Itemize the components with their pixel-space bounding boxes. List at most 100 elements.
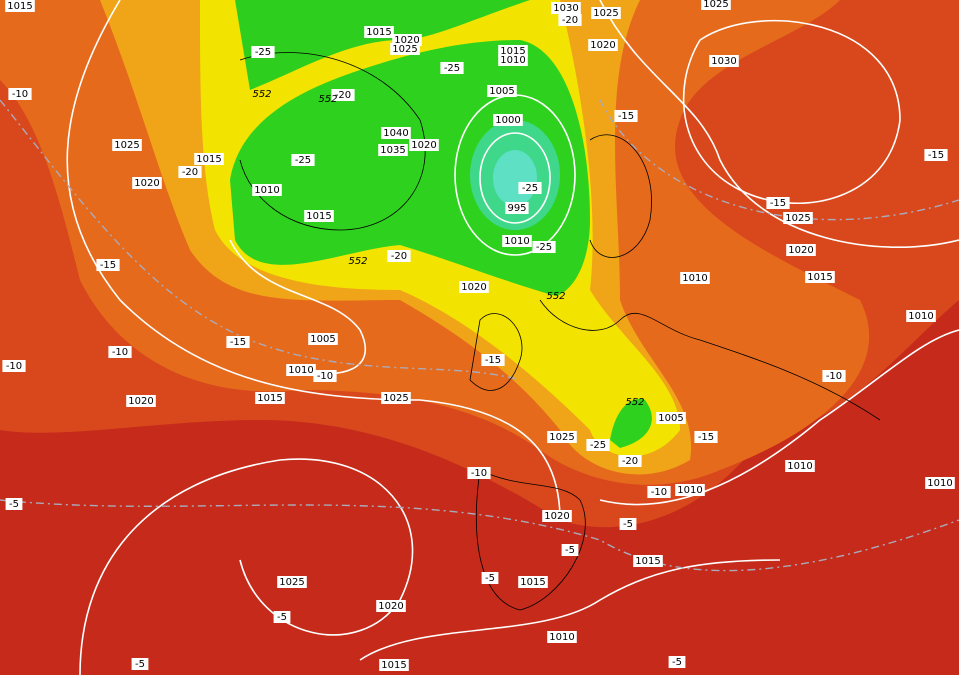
label-box <box>694 431 718 443</box>
label-box <box>226 336 250 348</box>
temperature-label: -15 <box>230 337 246 348</box>
isobar-label: 1020 <box>788 245 813 256</box>
label-box <box>440 62 464 74</box>
label-box <box>551 2 581 14</box>
isobar-label: 1010 <box>288 365 313 376</box>
label-box <box>381 392 411 404</box>
height-label: 552 <box>252 89 271 100</box>
label-box <box>588 39 618 51</box>
label-box <box>783 212 813 224</box>
cold-pool <box>610 399 652 448</box>
isobar-label: 1020 <box>411 140 436 151</box>
isobar-label: 1015 <box>257 393 282 404</box>
isobar-label: 1030 <box>553 3 578 14</box>
isobar-label: 1015 <box>306 211 331 222</box>
temperature-label: -5 <box>485 573 495 584</box>
label-box <box>822 370 846 382</box>
label-box <box>487 85 517 97</box>
label-box <box>467 467 491 479</box>
label-box <box>308 333 338 345</box>
label-box <box>481 572 499 584</box>
label-box <box>252 184 282 196</box>
label-box <box>286 364 316 376</box>
label-box <box>459 281 489 293</box>
temperature-label: -5 <box>623 519 633 530</box>
label-box <box>378 144 408 156</box>
isobar-label: 1025 <box>703 0 728 10</box>
isotherms <box>0 99 959 572</box>
label-box <box>633 555 663 567</box>
isobar-label: 1025 <box>114 140 139 151</box>
temperature-label: -10 <box>112 347 128 358</box>
temperature-label: -25 <box>590 440 606 451</box>
label-box <box>668 656 686 668</box>
label-box <box>273 611 291 623</box>
label-box <box>379 659 409 671</box>
isobar-label: 1020 <box>134 178 159 189</box>
label-box <box>498 54 528 66</box>
isobar <box>229 239 367 375</box>
cold-pool <box>230 40 590 296</box>
isotherm <box>599 99 959 221</box>
isobar-label: 1025 <box>383 393 408 404</box>
label-box <box>131 658 149 670</box>
temperature-label: -15 <box>485 355 501 366</box>
label-box <box>786 244 816 256</box>
temperature-label: -5 <box>135 659 145 670</box>
label-box <box>313 370 337 382</box>
coastline <box>589 134 652 258</box>
isobar-label: 1010 <box>549 632 574 643</box>
coastline <box>469 313 523 391</box>
isobar-label: 1005 <box>658 413 683 424</box>
isobar-label: 1015 <box>7 1 32 12</box>
isobar-label: 1020 <box>461 282 486 293</box>
coastline <box>239 52 426 231</box>
label-box <box>619 518 637 530</box>
isobar-label: 995 <box>507 203 526 214</box>
isobar <box>682 19 901 204</box>
isobar-label: 1010 <box>500 55 525 66</box>
isotherm <box>0 99 521 381</box>
temperature-label: -5 <box>565 545 575 556</box>
cold-core <box>493 150 537 206</box>
isobar-label: 1010 <box>682 273 707 284</box>
isobar <box>599 329 959 506</box>
isobar <box>66 0 561 521</box>
temperature-label: -20 <box>562 15 578 26</box>
label-box <box>178 166 202 178</box>
temperature-label: -25 <box>522 183 538 194</box>
isobar-label: 1015 <box>635 556 660 567</box>
isobar-label: 1030 <box>711 56 736 67</box>
temperature-label: -20 <box>182 167 198 178</box>
isobar-label: 1025 <box>392 44 417 55</box>
label-box <box>390 43 420 55</box>
label-box <box>5 0 35 12</box>
label-box <box>586 439 610 451</box>
label-box <box>96 259 120 271</box>
coastlines <box>239 52 881 611</box>
label-box <box>680 272 710 284</box>
label-box <box>5 498 23 510</box>
label-box <box>493 114 523 126</box>
temperature-label: -25 <box>295 155 311 166</box>
label-box <box>547 631 577 643</box>
isobar-label: 1010 <box>677 485 702 496</box>
isobar-label: 1010 <box>504 236 529 247</box>
temperature-label: -25 <box>444 63 460 74</box>
isobars <box>66 0 959 675</box>
isobar-label: 1015 <box>381 660 406 671</box>
isobar <box>79 458 414 675</box>
label-box <box>194 153 224 165</box>
isobar-label: 1025 <box>593 8 618 19</box>
label-box <box>126 395 156 407</box>
label-box <box>132 177 162 189</box>
isobar-label: 1020 <box>590 40 615 51</box>
isobar-label: 1005 <box>489 86 514 97</box>
label-box <box>112 139 142 151</box>
temperature-label: -10 <box>471 468 487 479</box>
isobar-label: 1040 <box>383 128 408 139</box>
label-box <box>805 271 835 283</box>
temperature-label: -10 <box>317 371 333 382</box>
label-box <box>532 241 556 253</box>
